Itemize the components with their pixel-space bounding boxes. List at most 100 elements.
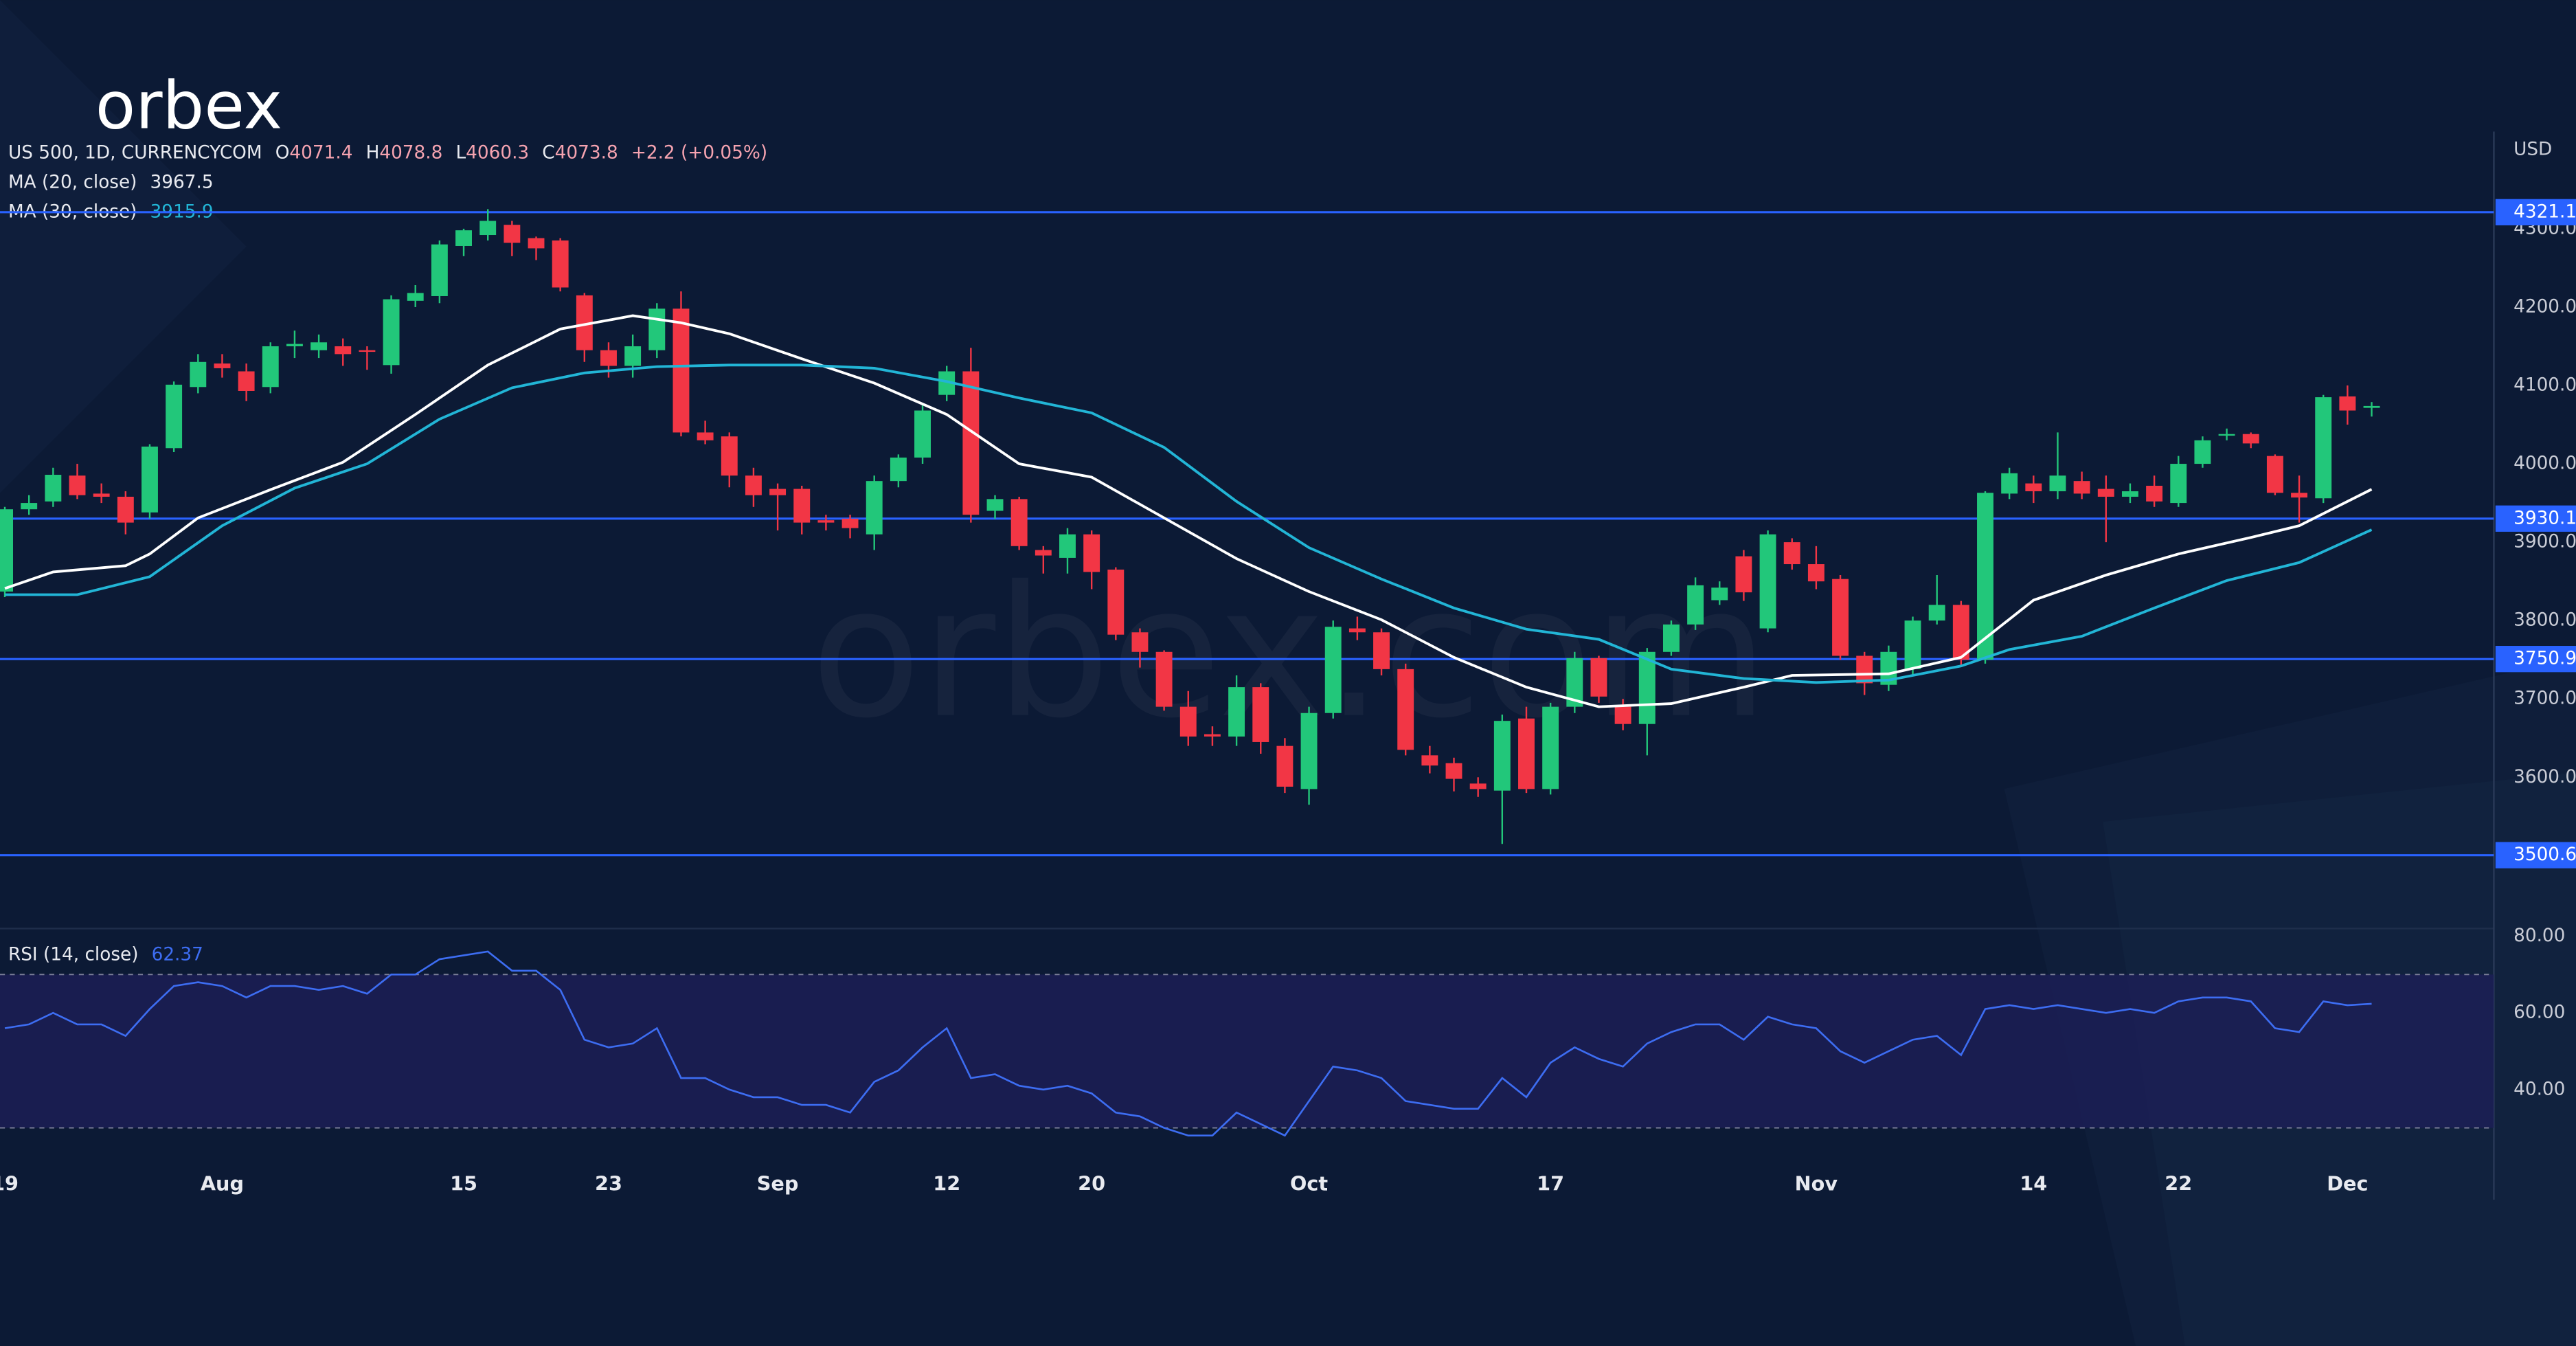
x-tick-label: Sep (757, 1171, 799, 1195)
legend-ma: MA (20, close) 3967.5 (8, 172, 214, 192)
candle-body (1687, 585, 1704, 625)
x-tick-label: Aug (201, 1171, 244, 1195)
currency: USD (2513, 139, 2552, 159)
candle-body (335, 346, 352, 355)
y-tick-label: 4100.0 (2513, 375, 2576, 396)
candle-body (1832, 579, 1849, 656)
candle-body (1204, 734, 1221, 737)
candle-body (1590, 658, 1607, 697)
x-tick-label: 22 (2165, 1171, 2192, 1195)
candle-body (745, 475, 762, 495)
x-tick-label: Dec (2327, 1171, 2368, 1195)
candle-body (142, 446, 158, 513)
candle-body (2339, 396, 2356, 411)
candle-body (431, 244, 448, 296)
candle-body (2121, 491, 2138, 497)
candle-body (576, 295, 593, 350)
candle-body (1469, 783, 1487, 789)
candle-body (1759, 534, 1776, 629)
level-label: 4321.1 (2513, 201, 2576, 222)
candle-body (69, 475, 86, 495)
y-tick-label: 3700.0 (2513, 688, 2576, 709)
candle-body (793, 489, 811, 523)
candle-body (1566, 658, 1583, 707)
ohlc-value: 4060.3 (466, 142, 529, 163)
candle-body (407, 293, 424, 301)
y-tick-label: 3900.0 (2513, 532, 2576, 552)
candle-body (262, 346, 279, 388)
ohlc-value: 4078.8 (379, 142, 442, 163)
candle-body (455, 230, 472, 246)
candle-body (2218, 434, 2235, 436)
candle-body (2073, 481, 2090, 494)
rsi-value: 62.37 (152, 944, 203, 965)
x-tick-label: 23 (595, 1171, 622, 1195)
candle-body (2170, 464, 2187, 504)
candle-body (1373, 632, 1390, 669)
candle-body (1807, 564, 1824, 582)
candle-body (1252, 687, 1269, 742)
y-tick-label: 4000.0 (2513, 453, 2576, 474)
rsi-tick-label: 80.00 (2513, 926, 2565, 946)
candle-body (648, 309, 666, 350)
level-label-box (2495, 199, 2576, 225)
candle-body (1397, 669, 1414, 750)
candle-body (2049, 475, 2066, 491)
candle-body (2097, 489, 2114, 497)
candle-body (962, 371, 980, 515)
candle-body (214, 363, 231, 368)
candle-body (190, 361, 207, 388)
x-tick-label: 19 (0, 1171, 19, 1195)
level-label: 3750.9 (2513, 649, 2576, 669)
candle-body (1977, 493, 1993, 660)
candle-body (528, 238, 545, 249)
candle-body (21, 503, 38, 510)
candle-body (2242, 434, 2259, 444)
level-label-box (2495, 646, 2576, 673)
candle-body (1735, 556, 1752, 593)
candle-body (0, 509, 13, 592)
logo: orbex (95, 67, 282, 144)
x-tick-label: 14 (2020, 1171, 2047, 1195)
candle-body (1324, 627, 1342, 713)
ohlc-label: H (366, 142, 380, 163)
candle-body (1783, 542, 1800, 565)
candle-body (45, 475, 62, 502)
y-tick-label: 4200.0 (2513, 296, 2576, 317)
legend-title: US 500, 1D, CURRENCYCOM O4071.4 H4078.8 L40… (8, 142, 767, 163)
candle-body (383, 299, 400, 366)
rsi-line (4, 950, 2372, 1137)
legend-rsi: RSI (14, close) 62.37 (8, 944, 203, 965)
candle-body (1035, 550, 1052, 556)
candle-body (2266, 456, 2283, 493)
candle-body (166, 384, 183, 449)
x-tick-label: 17 (1537, 1171, 1564, 1195)
candle-body (1083, 534, 1100, 572)
candle-body (1010, 499, 1028, 546)
level-label-box (2495, 505, 2576, 532)
candle-body (721, 436, 738, 476)
x-tick-label: Oct (1290, 1171, 1328, 1195)
ohlc-label: L (455, 142, 466, 163)
level-label-box (2495, 842, 2576, 868)
candle-body (673, 309, 690, 433)
candle-body (1131, 632, 1149, 652)
candle-body (1518, 718, 1535, 789)
candle-body (1928, 605, 1945, 621)
moving-average (5, 363, 2373, 684)
candle-body (238, 371, 255, 391)
candle-body (697, 432, 714, 440)
symbol: US 500, 1D, CURRENCYCOM (8, 142, 262, 163)
x-tick-label: 15 (450, 1171, 477, 1195)
rsi-name: RSI (14, close) (8, 944, 139, 965)
candle-body (841, 518, 859, 528)
candle-body (1421, 755, 1438, 766)
candle-body (2363, 405, 2380, 408)
candle-body (2315, 397, 2332, 499)
ohlc-value: 4073.8 (555, 142, 618, 163)
candle-body (286, 344, 303, 346)
y-tick-label: 3800.0 (2513, 610, 2576, 631)
candle-body (938, 371, 956, 395)
